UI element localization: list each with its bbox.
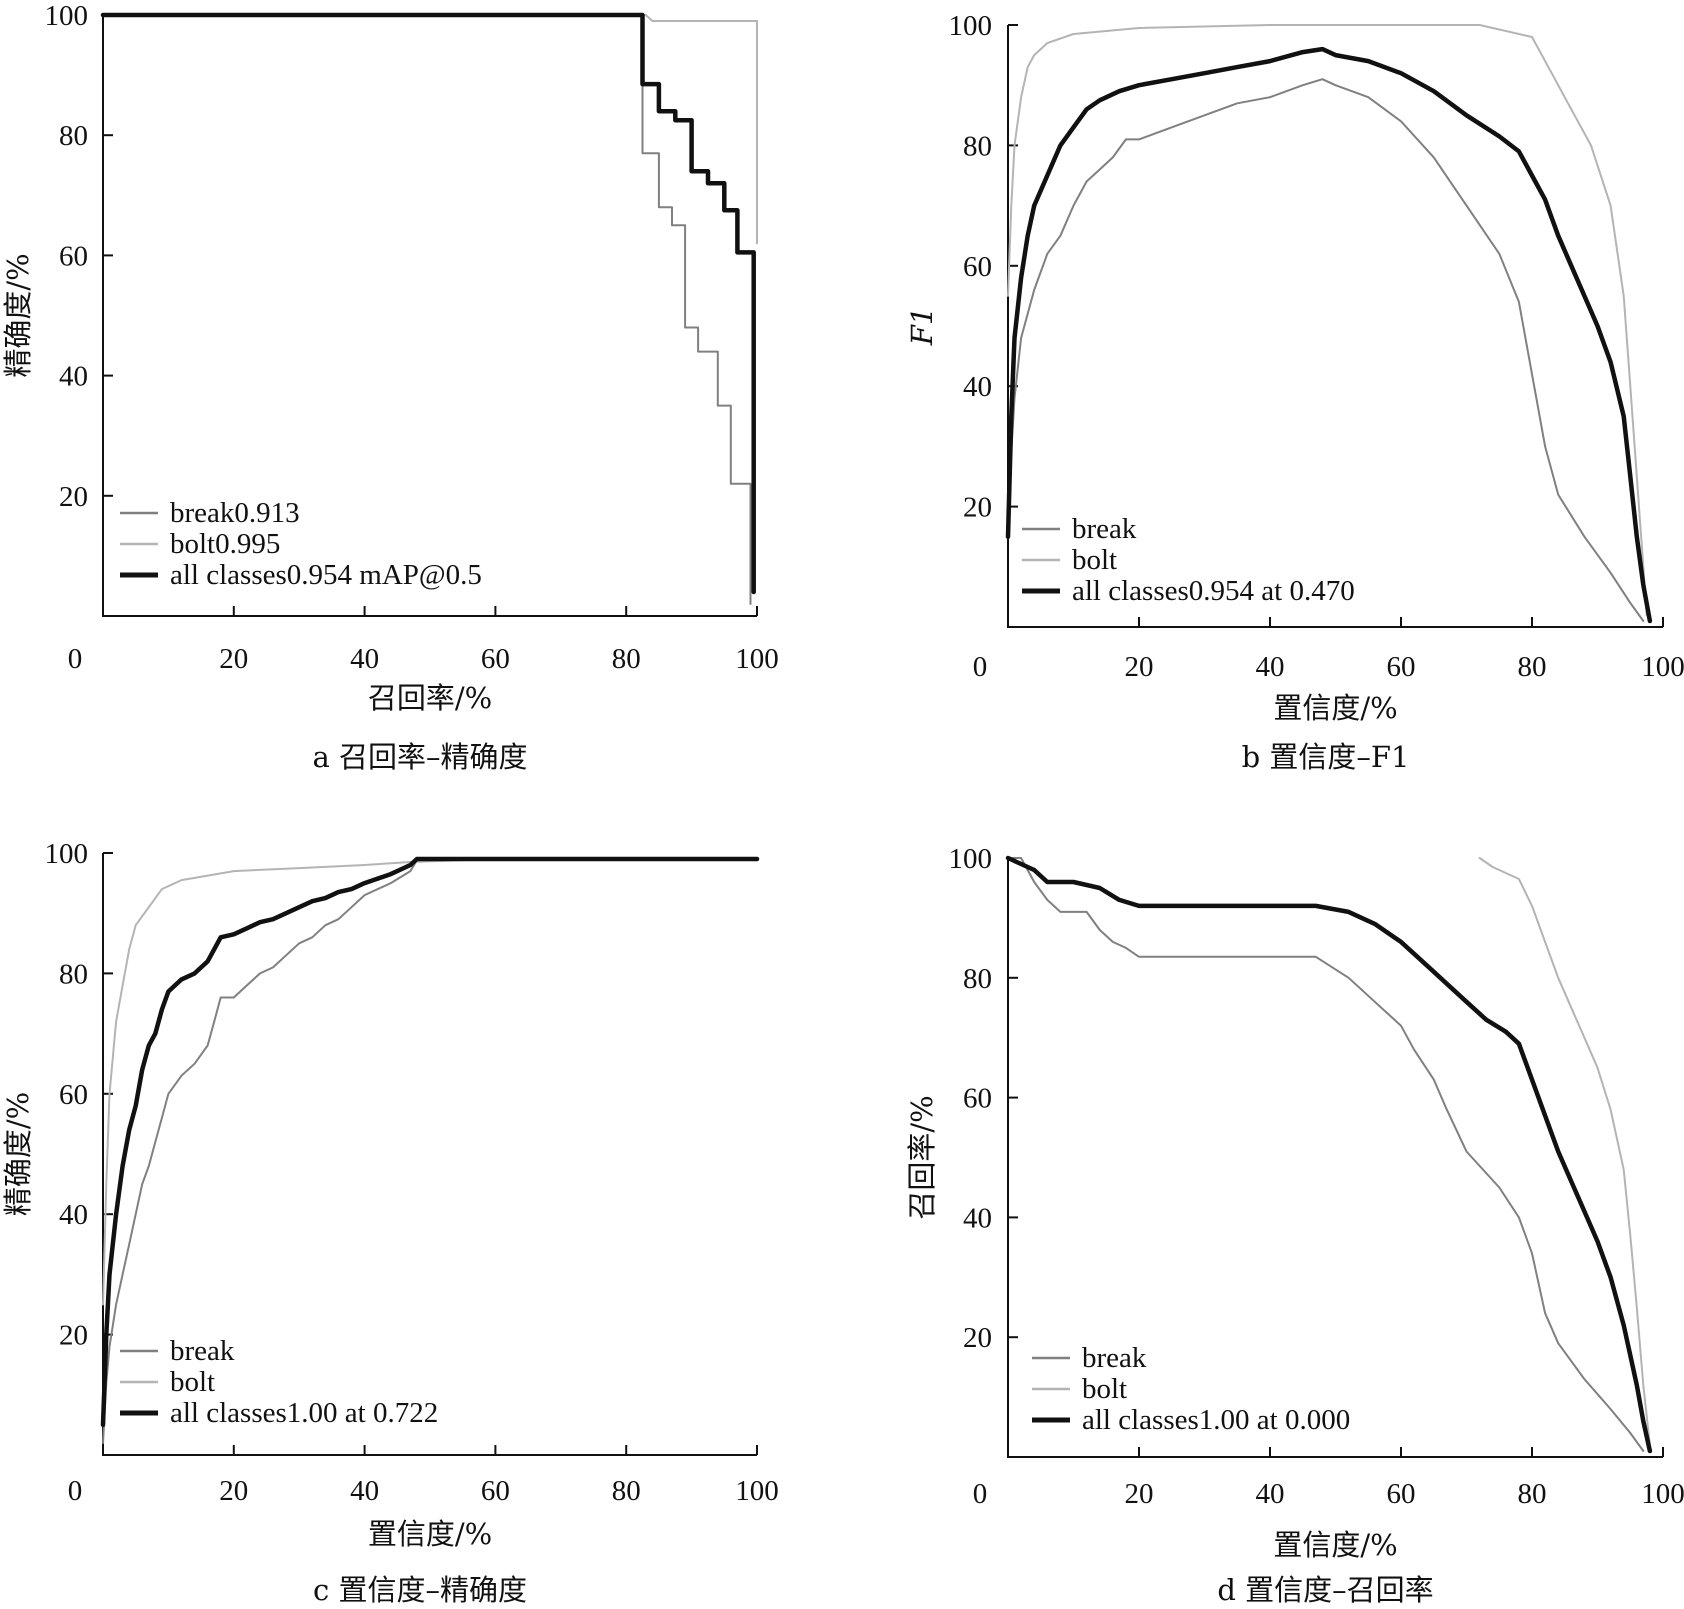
- y-tick-label: 20: [963, 1322, 992, 1354]
- y-tick-label: 80: [963, 963, 992, 995]
- legend-label: bolt: [1082, 1373, 1127, 1405]
- series-line-d-0: [1007, 857, 1645, 1452]
- y-tick-label: 80: [59, 120, 88, 152]
- y-tick-label: 60: [963, 1083, 992, 1115]
- y-axis-title: 精确度/%: [1, 253, 35, 377]
- x-axis-title: 置信度/%: [1273, 1528, 1397, 1562]
- series-line-a-0: [102, 14, 752, 605]
- x-tick-label: 20: [219, 643, 248, 675]
- x-tick-label: 0: [973, 651, 988, 683]
- x-tick-label: 20: [1125, 1478, 1154, 1510]
- legend-label: bolt: [1072, 544, 1117, 576]
- y-tick-label: 100: [949, 10, 993, 42]
- y-tick-label: 20: [963, 492, 992, 524]
- panel-caption: c 置信度–精确度: [313, 1573, 527, 1607]
- series-line-b-1: [1007, 24, 1648, 616]
- x-tick-label: 40: [350, 1475, 379, 1507]
- y-axis-title: 召回率/%: [905, 1095, 939, 1219]
- series-line-c-2: [100, 856, 760, 1428]
- x-tick-label: 0: [68, 1475, 83, 1507]
- y-tick-label: 60: [963, 251, 992, 283]
- legend-label: break: [1072, 513, 1137, 545]
- legend-label: break0.913: [170, 497, 300, 529]
- axes-a: [102, 15, 757, 617]
- legend-label: all classes1.00 at 0.000: [1082, 1404, 1350, 1436]
- series-line-c-1: [102, 858, 758, 1306]
- x-axis-title: 置信度/%: [368, 1517, 492, 1551]
- x-tick-label: 60: [1387, 651, 1416, 683]
- y-tick-label: 20: [59, 1320, 88, 1352]
- series-line-d-2: [1005, 855, 1653, 1454]
- y-tick-label: 100: [949, 843, 993, 875]
- x-tick-label: 60: [1387, 1478, 1416, 1510]
- y-tick-label: 100: [45, 838, 89, 870]
- x-tick-label: 20: [219, 1475, 248, 1507]
- series-line-b-0: [1007, 78, 1645, 622]
- legend-label: bolt0.995: [170, 528, 280, 560]
- y-tick-label: 40: [963, 371, 992, 403]
- y-axis-title: 精确度/%: [1, 1092, 35, 1216]
- x-axis-title: 置信度/%: [1273, 691, 1397, 725]
- x-tick-label: 0: [973, 1478, 988, 1510]
- x-tick-label: 100: [1641, 1478, 1684, 1510]
- x-tick-label: 100: [735, 1475, 779, 1507]
- legend-label: bolt: [170, 1366, 215, 1398]
- series-line-a-1: [102, 14, 758, 245]
- y-tick-label: 40: [963, 1202, 992, 1234]
- series-line-d-1: [1478, 857, 1651, 1446]
- x-tick-label: 40: [1256, 651, 1285, 683]
- x-tick-label: 80: [1518, 651, 1547, 683]
- axes-d: [1007, 858, 1663, 1458]
- y-tick-label: 20: [59, 481, 88, 513]
- panel-a: 0 20 40 60 80 100 20 40 60 80 100 break0.913bolt0.9…: [1, 0, 779, 774]
- axes-b: [1007, 25, 1663, 628]
- x-tick-label: 0: [68, 643, 83, 675]
- axes-c: [102, 853, 757, 1456]
- x-tick-label: 80: [1518, 1478, 1547, 1510]
- x-tick-label: 100: [1641, 651, 1684, 683]
- x-tick-label: 100: [735, 643, 779, 675]
- legend-label: all classes0.954 at 0.470: [1072, 575, 1355, 607]
- y-tick-label: 100: [45, 0, 89, 32]
- legend-label: all classes1.00 at 0.722: [170, 1397, 438, 1429]
- y-tick-label: 60: [59, 1079, 88, 1111]
- x-tick-label: 40: [350, 643, 379, 675]
- x-tick-label: 20: [1125, 651, 1154, 683]
- panel-caption: d 置信度–召回率: [1217, 1573, 1433, 1607]
- y-tick-label: 40: [59, 361, 88, 393]
- legend-label: all classes0.954 mAP@0.5: [170, 559, 482, 591]
- y-tick-label: 80: [963, 130, 992, 162]
- x-tick-label: 40: [1256, 1478, 1285, 1510]
- y-axis-title: F1: [905, 307, 939, 347]
- y-tick-label: 40: [59, 1199, 88, 1231]
- x-tick-label: 60: [481, 1475, 510, 1507]
- series-line-a-2: [100, 12, 756, 595]
- x-tick-label: 80: [612, 643, 641, 675]
- panel-caption: b 置信度–F1: [1242, 740, 1410, 774]
- x-tick-label: 80: [612, 1475, 641, 1507]
- panel-caption: a 召回率–精确度: [312, 740, 527, 774]
- series-line-c-0: [102, 858, 758, 1444]
- y-tick-label: 80: [59, 958, 88, 990]
- x-axis-title: 召回率/%: [368, 681, 492, 715]
- legend-label: break: [170, 1335, 235, 1367]
- legend-label: break: [1082, 1342, 1147, 1374]
- series-line-b-2: [1005, 46, 1653, 624]
- y-tick-label: 60: [59, 240, 88, 272]
- x-tick-label: 60: [481, 643, 510, 675]
